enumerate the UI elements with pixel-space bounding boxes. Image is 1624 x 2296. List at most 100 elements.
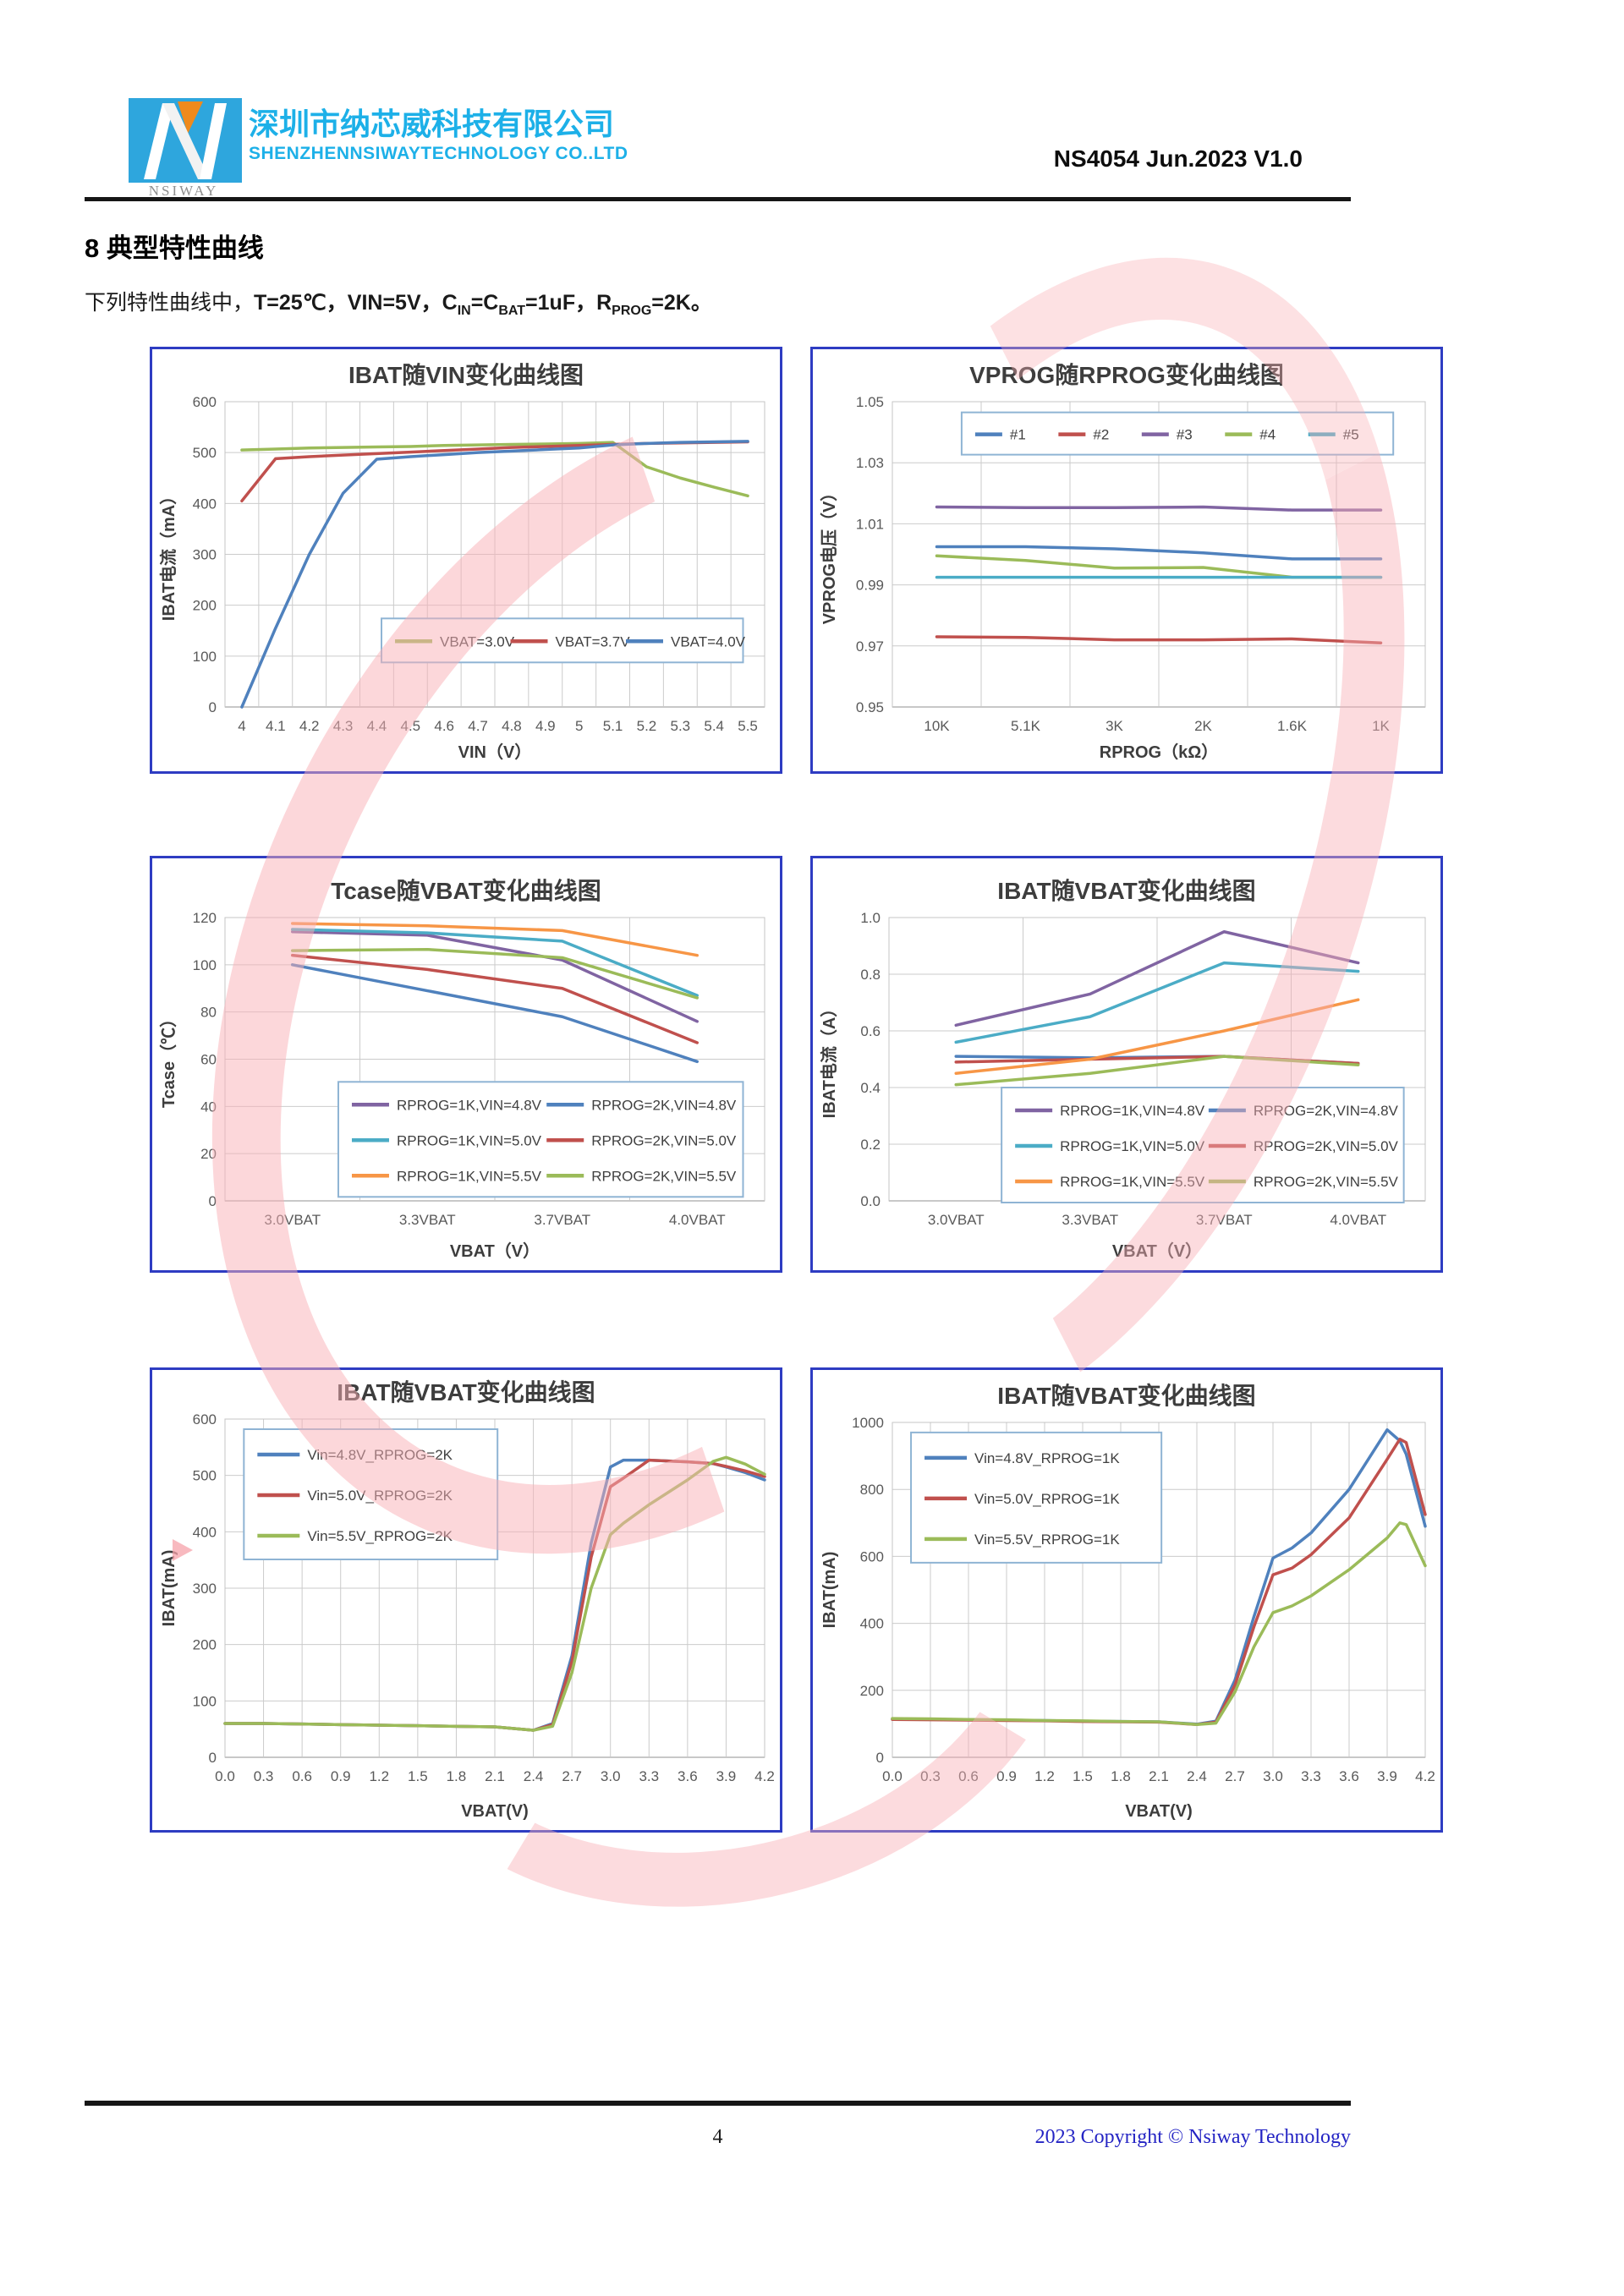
svg-text:IBAT随VBAT变化曲线图: IBAT随VBAT变化曲线图 [997, 877, 1255, 904]
svg-text:3.3VBAT: 3.3VBAT [399, 1212, 456, 1228]
chart-canvas: 0 100 200 300 400 500 600 0.0 0.3 0.6 0.9 1.2 1.5 1.8… [160, 1378, 775, 1821]
svg-text:2.4: 2.4 [524, 1768, 544, 1784]
series-line [935, 635, 1383, 644]
intro-text-segment: =1uF，R [525, 291, 612, 315]
svg-text:500: 500 [193, 1468, 217, 1484]
svg-text:4.1: 4.1 [266, 718, 286, 734]
svg-text:0.9: 0.9 [996, 1768, 1017, 1784]
series-line [954, 998, 1360, 1075]
chart-ibat-vs-vin: 0 100 200 300 400 500 600 4 4.1 4.2 4.3 4.4 4.5 4.6 4.… [150, 347, 782, 774]
svg-text:2.7: 2.7 [562, 1768, 582, 1784]
conditions-text: 下列特性曲线中，T=25℃，VIN=5V，CIN=CBAT=1uF，RPROG=… [85, 286, 712, 319]
svg-text:0.8: 0.8 [860, 967, 881, 983]
svg-text:VBAT(V): VBAT(V) [1125, 1802, 1193, 1821]
svg-text:3.0: 3.0 [601, 1768, 621, 1784]
svg-text:0.6: 0.6 [958, 1768, 979, 1784]
svg-text:0.0: 0.0 [860, 1193, 881, 1209]
subscript-text: PROG [612, 304, 652, 318]
footer-rule [85, 2101, 1351, 2106]
svg-text:4.2: 4.2 [299, 718, 320, 734]
svg-text:RPROG=2K,VIN=4.8V: RPROG=2K,VIN=4.8V [591, 1097, 737, 1113]
svg-text:100: 100 [193, 649, 217, 665]
chart-ibat-vs-vbat-rprog1k: 0 200 400 600 800 1000 0.0 0.3 0.6 0.9 1.2 1.5 1.8 2.… [810, 1367, 1443, 1833]
intro-text-segment: T=25℃，VIN=5V，C [254, 291, 458, 315]
series-line [291, 953, 699, 1044]
series-line [223, 1455, 766, 1732]
svg-text:3.0VBAT: 3.0VBAT [264, 1212, 321, 1228]
svg-text:1.5: 1.5 [408, 1768, 428, 1784]
chart-legend [381, 617, 744, 664]
company-name-cn: 深圳市纳芯威科技有限公司 [249, 107, 615, 141]
chart-tcase-vs-vbat: 0 20 40 60 80 100 120 3.0VBAT 3.3VBAT 3.7VBAT 4.0V… [150, 856, 782, 1273]
svg-text:VPROG随RPROG变化曲线图: VPROG随RPROG变化曲线图 [969, 361, 1284, 388]
svg-text:5.1: 5.1 [603, 718, 623, 734]
svg-text:0.6: 0.6 [292, 1768, 312, 1784]
svg-text:4.9: 4.9 [535, 718, 556, 734]
svg-text:5.1K: 5.1K [1011, 718, 1041, 734]
svg-text:5.5: 5.5 [738, 718, 758, 734]
chart-ibat-vs-vbat-amps: 0.0 0.2 0.4 0.6 0.8 1.0 3.0VBAT 3.3VBAT 3.7VBAT 4… [810, 856, 1443, 1273]
svg-text:Tcase（℃）: Tcase（℃） [159, 1011, 178, 1108]
subscript-text: IN [457, 304, 471, 318]
svg-text:RPROG=1K,VIN=5.0V: RPROG=1K,VIN=5.0V [1060, 1138, 1205, 1154]
company-name-en: SHENZHENNSIWAYTECHNOLOGY CO..LTD [249, 144, 628, 163]
svg-text:0: 0 [876, 1750, 884, 1766]
series-line [291, 928, 699, 997]
svg-text:RPROG=1K,VIN=4.8V: RPROG=1K,VIN=4.8V [1060, 1103, 1205, 1119]
svg-text:200: 200 [860, 1683, 884, 1699]
svg-text:VBAT=4.0V: VBAT=4.0V [671, 633, 746, 649]
svg-text:20: 20 [200, 1146, 217, 1162]
svg-text:300: 300 [193, 1581, 217, 1597]
svg-text:Vin=5.5V_RPROG=2K: Vin=5.5V_RPROG=2K [307, 1528, 453, 1544]
series-line [291, 930, 699, 1023]
chart-legend [337, 1081, 744, 1198]
svg-text:IBAT随VIN变化曲线图: IBAT随VIN变化曲线图 [348, 361, 584, 388]
copyright-text: 2023 Copyright © Nsiway Technology [1034, 2126, 1351, 2148]
svg-text:RPROG=2K,VIN=5.5V: RPROG=2K,VIN=5.5V [591, 1168, 737, 1184]
intro-text-segment: =C [470, 291, 499, 315]
svg-text:300: 300 [193, 547, 217, 563]
svg-text:1.05: 1.05 [856, 394, 884, 410]
svg-text:3.0VBAT: 3.0VBAT [928, 1212, 985, 1228]
svg-text:Vin=5.0V_RPROG=1K: Vin=5.0V_RPROG=1K [974, 1491, 1120, 1507]
series-line [240, 441, 749, 498]
svg-text:800: 800 [860, 1482, 884, 1498]
svg-text:Tcase随VBAT变化曲线图: Tcase随VBAT变化曲线图 [331, 877, 601, 904]
svg-text:#1: #1 [1010, 427, 1026, 443]
series-line [954, 930, 1360, 1027]
svg-text:3.7VBAT: 3.7VBAT [1196, 1212, 1253, 1228]
svg-text:3.3: 3.3 [1301, 1768, 1321, 1784]
svg-text:VIN（V）: VIN（V） [458, 743, 532, 762]
svg-text:4.3: 4.3 [333, 718, 354, 734]
svg-text:1.0: 1.0 [860, 910, 881, 926]
svg-text:VBAT(V): VBAT(V) [461, 1802, 529, 1821]
svg-text:5.4: 5.4 [704, 718, 724, 734]
svg-text:4.6: 4.6 [434, 718, 454, 734]
svg-text:80: 80 [200, 1005, 217, 1021]
svg-text:1.01: 1.01 [856, 516, 884, 532]
chart-canvas: 0 200 400 600 800 1000 0.0 0.3 0.6 0.9 1.2 1.5 1.8 2.… [820, 1382, 1435, 1821]
svg-text:3.0: 3.0 [1263, 1768, 1283, 1784]
series-line [954, 1055, 1360, 1087]
intro-text-segment: =2K。 [651, 291, 712, 315]
svg-text:VBAT=3.0V: VBAT=3.0V [440, 633, 515, 649]
svg-text:4: 4 [238, 718, 245, 734]
chart-canvas: 0 100 200 300 400 500 600 4 4.1 4.2 4.3 4.4 4.5 4.6 4.… [158, 361, 765, 762]
svg-text:200: 200 [193, 598, 217, 614]
svg-text:4.5: 4.5 [400, 718, 420, 734]
svg-text:600: 600 [193, 394, 217, 410]
svg-text:3.6: 3.6 [678, 1768, 698, 1784]
svg-text:40: 40 [200, 1099, 217, 1115]
svg-text:60: 60 [200, 1052, 217, 1068]
svg-text:1000: 1000 [852, 1415, 884, 1431]
svg-text:1.8: 1.8 [447, 1768, 467, 1784]
svg-text:3.3: 3.3 [639, 1768, 659, 1784]
svg-text:0.4: 0.4 [860, 1080, 881, 1096]
svg-text:IBAT随VBAT变化曲线图: IBAT随VBAT变化曲线图 [337, 1378, 595, 1406]
chart-legend [1001, 1087, 1405, 1203]
svg-text:4.2: 4.2 [754, 1768, 775, 1784]
svg-text:10K: 10K [924, 718, 950, 734]
svg-text:0.99: 0.99 [856, 578, 884, 594]
svg-text:5.3: 5.3 [670, 718, 690, 734]
